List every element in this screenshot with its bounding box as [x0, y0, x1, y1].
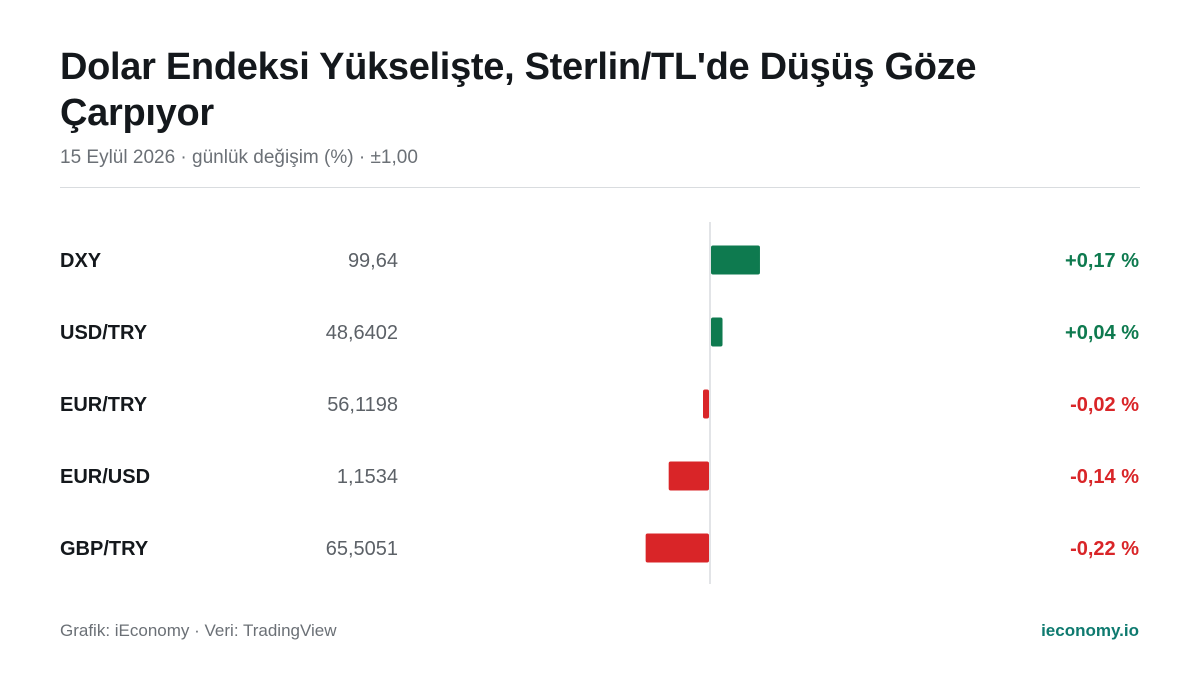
- change-label: -0,22 %: [1070, 538, 1139, 560]
- footer-brand[interactable]: ieconomy.io: [1041, 621, 1139, 640]
- row-price: 56,1198: [327, 394, 398, 416]
- change-label: -0,14 %: [1070, 466, 1139, 488]
- row-price: 48,6402: [326, 322, 398, 344]
- header-divider: [60, 187, 1140, 188]
- row-label: DXY: [60, 250, 102, 272]
- change-label: -0,02 %: [1070, 394, 1139, 416]
- chart-title: Dolar Endeksi Yükselişte, Sterlin/TL'de …: [60, 46, 977, 134]
- bar: [711, 245, 760, 275]
- row-label: GBP/TRY: [60, 538, 149, 560]
- bar: [668, 461, 709, 491]
- row-label: EUR/USD: [60, 466, 150, 488]
- bar-chart: DXY 99,64 +0,17 % USD/TRY 48,6402 +0,04 % EUR/…: [60, 222, 1139, 584]
- row-price: 1,1534: [337, 466, 398, 488]
- bar: [711, 317, 723, 347]
- bar: [645, 533, 709, 563]
- footer-credit: Grafik: iEconomy · Veri: TradingView: [60, 621, 337, 640]
- chart-subtitle: 15 Eylül 2026 · günlük değişim (%) · ±1,…: [60, 147, 418, 168]
- change-label: +0,17 %: [1065, 250, 1139, 272]
- change-label: +0,04 %: [1065, 322, 1139, 344]
- row-price: 65,5051: [326, 538, 398, 560]
- row-label: USD/TRY: [60, 322, 148, 344]
- bar: [703, 389, 709, 419]
- row-price: 99,64: [348, 250, 398, 272]
- row-label: EUR/TRY: [60, 394, 148, 416]
